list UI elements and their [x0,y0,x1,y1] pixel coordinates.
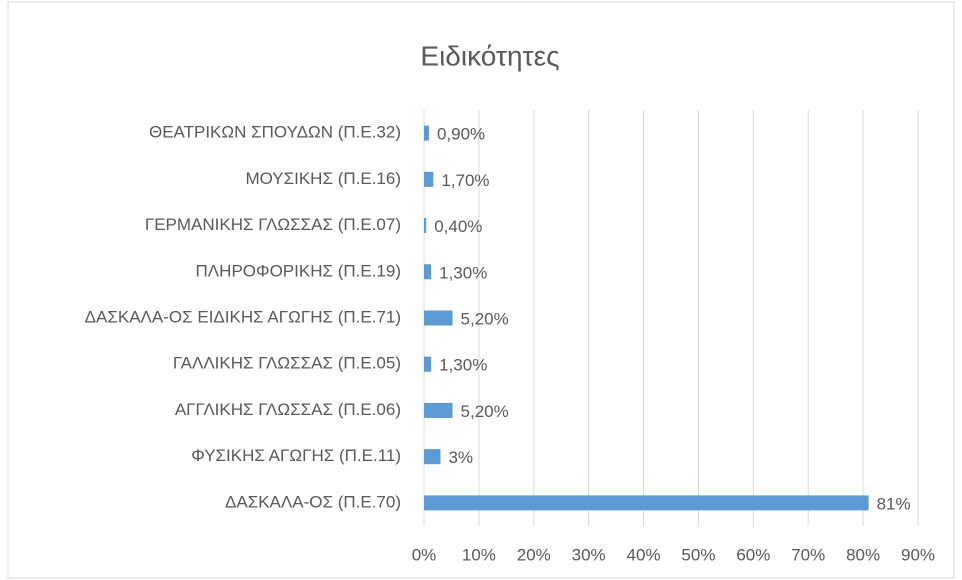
value-label: 1,30% [439,356,487,375]
y-tick-label: ΑΓΓΛΙΚΗΣ ΓΛΩΣΣΑΣ (Π.Ε.06) [175,400,401,419]
value-label: 3% [448,448,473,467]
chart-frame [7,1,955,579]
bar [424,310,453,326]
value-label: 0,90% [437,125,485,144]
y-tick-label: ΠΛΗΡΟΦΟΡΙΚΗΣ (Π.Ε.19) [196,261,401,280]
value-label: 1,30% [439,263,487,282]
y-tick-label: ΔΑΣΚΑΛΑ-ΟΣ (Π.Ε.70) [225,492,401,511]
y-tick-label: ΜΟΥΣΙΚΗΣ (Π.Ε.16) [245,169,401,188]
value-label: 5,20% [461,309,509,328]
y-tick-label: ΓΕΡΜΑΝΙΚΗΣ ΓΛΩΣΣΑΣ (Π.Ε.07) [145,215,401,234]
value-label: 0,40% [434,217,482,236]
value-label: 1,70% [441,171,489,190]
bar [424,449,441,465]
bar [424,402,453,418]
bar [424,356,432,372]
chart-title: Ειδικότητες [420,40,559,71]
bar [424,125,429,141]
bar [424,171,434,187]
bar [424,264,432,280]
y-tick-label: ΘΕΑΤΡΙΚΩΝ ΣΠΟΥΔΩΝ (Π.Ε.32) [149,123,401,142]
x-tick-label: 40% [627,545,661,564]
value-label: 5,20% [461,402,509,421]
x-tick-label: 10% [462,545,496,564]
value-label: 81% [877,494,911,513]
x-tick-label: 80% [846,545,880,564]
bar [424,495,869,511]
y-tick-label: ΔΑΣΚΑΛΑ-ΟΣ ΕΙΔΙΚΗΣ ΑΓΩΓΗΣ (Π.Ε.71) [85,307,401,326]
x-tick-label: 20% [517,545,551,564]
x-tick-label: 50% [681,545,715,564]
y-tick-label: ΦΥΣΙΚΗΣ ΑΓΩΓΗΣ (Π.Ε.11) [191,446,401,465]
bar [424,218,427,234]
x-tick-label: 70% [791,545,825,564]
x-tick-label: 0% [412,545,437,564]
y-tick-label: ΓΑΛΛΙΚΗΣ ΓΛΩΣΣΑΣ (Π.Ε.05) [173,354,401,373]
x-tick-label: 30% [572,545,606,564]
x-tick-label: 90% [901,545,935,564]
x-tick-label: 60% [736,545,770,564]
